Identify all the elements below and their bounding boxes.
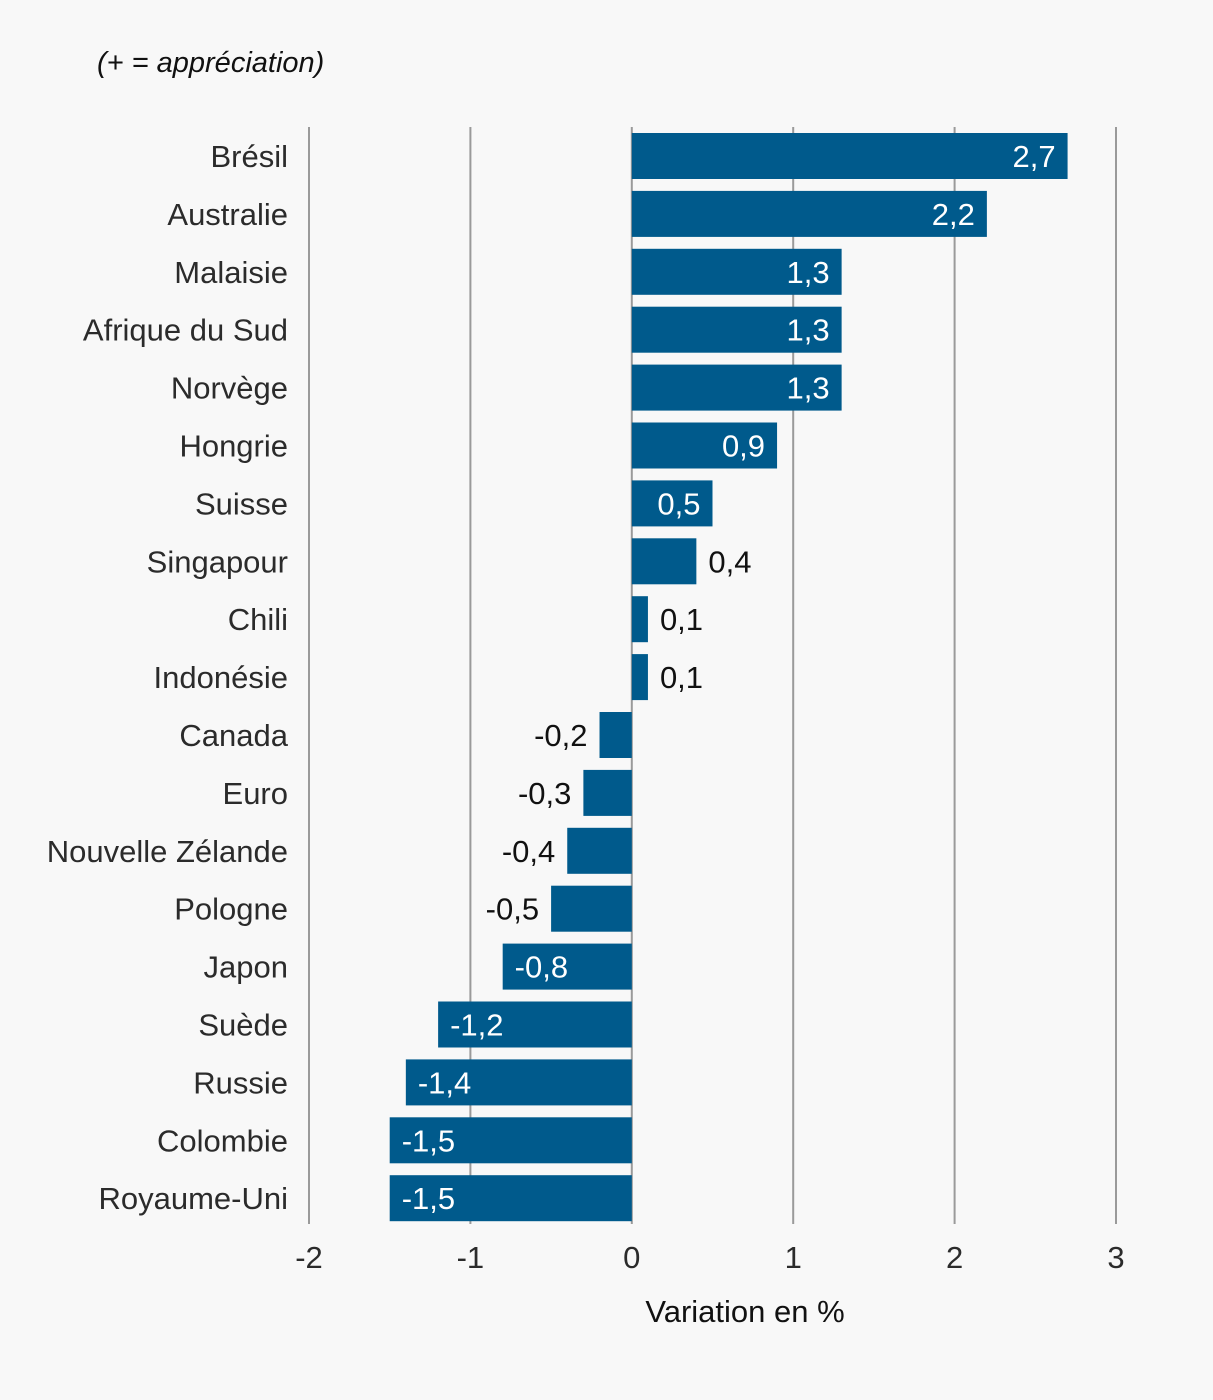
category-label: Afrique du Sud <box>83 313 288 348</box>
category-label: Australie <box>167 197 288 232</box>
x-tick-label: 3 <box>1107 1240 1124 1275</box>
category-label: Malaisie <box>174 255 288 290</box>
bar <box>631 538 697 585</box>
data-label: 0,1 <box>660 602 703 637</box>
data-label: -1,2 <box>450 1008 503 1043</box>
category-label: Suisse <box>195 486 288 521</box>
category-label: Russie <box>193 1065 288 1100</box>
category-label: Suède <box>198 1008 288 1043</box>
data-label: -0,3 <box>518 776 571 811</box>
data-label: 0,1 <box>660 660 703 695</box>
data-label: 1,3 <box>787 255 830 290</box>
data-label: 2,2 <box>932 197 975 232</box>
bar <box>631 248 842 295</box>
bar <box>551 885 632 932</box>
x-tick-label: 2 <box>946 1240 963 1275</box>
bar <box>631 480 713 527</box>
category-label: Singapour <box>147 544 288 579</box>
data-label: -1,5 <box>402 1181 455 1216</box>
category-labels: Brésil Australie Malaisie Afrique du Sud Nor… <box>47 139 289 1216</box>
bar <box>567 827 632 874</box>
category-label: Chili <box>228 602 288 637</box>
bar <box>631 654 648 701</box>
category-label: Euro <box>223 776 288 811</box>
bar <box>631 596 648 643</box>
data-label: 1,3 <box>787 313 830 348</box>
bar <box>405 1059 632 1106</box>
bars <box>389 133 1068 1222</box>
x-tick-label: -2 <box>295 1240 323 1275</box>
category-label: Indonésie <box>154 660 288 695</box>
data-labels: 2,72,21,31,31,30,90,50,40,10,1-0,2-0,3-0… <box>402 139 1056 1216</box>
x-axis-title: Variation en % <box>645 1294 844 1329</box>
data-label: -0,8 <box>515 950 568 985</box>
x-tick-label: 1 <box>785 1240 802 1275</box>
x-tick-label: -1 <box>457 1240 485 1275</box>
bar <box>583 769 632 816</box>
data-label: -1,4 <box>418 1065 471 1100</box>
bar <box>599 712 632 758</box>
data-label: -0,4 <box>502 834 555 869</box>
x-tick-label: 0 <box>623 1240 640 1275</box>
category-label: Pologne <box>174 892 288 927</box>
category-label: Hongrie <box>179 429 288 464</box>
x-axis-ticks: -2 -1 0 1 2 3 <box>295 1240 1124 1275</box>
category-label: Norvège <box>171 371 288 406</box>
bar <box>438 1001 632 1048</box>
data-label: 0,9 <box>722 429 765 464</box>
bar <box>631 422 778 469</box>
bar <box>389 1117 632 1164</box>
data-label: 0,5 <box>657 486 700 521</box>
bar <box>631 364 842 411</box>
data-label: 1,3 <box>787 371 830 406</box>
bar <box>389 1175 632 1222</box>
category-label: Colombie <box>157 1123 288 1158</box>
category-label: Japon <box>204 950 288 985</box>
data-label: -0,2 <box>534 718 587 753</box>
data-label: 2,7 <box>1012 139 1055 174</box>
data-label: -0,5 <box>486 892 539 927</box>
bar <box>631 133 1068 179</box>
chart-note: (+ = appréciation) <box>97 47 324 79</box>
category-label: Nouvelle Zélande <box>47 834 288 869</box>
category-label: Canada <box>179 718 288 753</box>
data-label: 0,4 <box>708 544 751 579</box>
data-label: -1,5 <box>402 1123 455 1158</box>
bar <box>631 306 842 353</box>
bar <box>631 190 987 237</box>
bar <box>502 943 632 990</box>
category-label: Brésil <box>210 139 288 174</box>
category-label: Royaume-Uni <box>98 1181 288 1216</box>
